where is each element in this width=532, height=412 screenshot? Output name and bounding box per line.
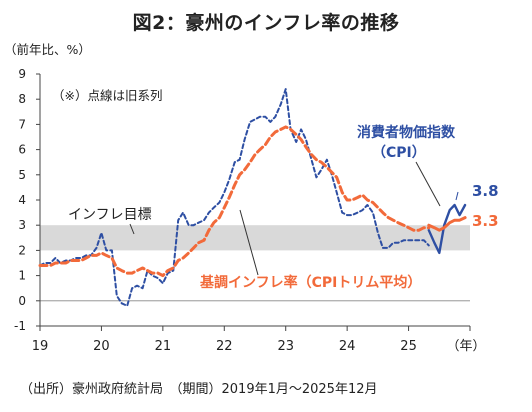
y-tick-label: 2 — [18, 243, 26, 257]
trim-label: 基調インフレ率（CPIトリム平均） — [200, 274, 421, 291]
x-tick-label: 21 — [155, 339, 172, 354]
x-tick-label: 20 — [93, 339, 110, 354]
chart-note: （※）点線は旧系列 — [52, 88, 162, 103]
x-unit-label: （年） — [446, 339, 485, 354]
target-leader — [129, 223, 135, 235]
y-unit-label: （前年比、%） — [4, 42, 91, 57]
y-tick-label: 8 — [18, 92, 26, 106]
series-line-3 — [427, 216, 467, 232]
target-band — [40, 225, 470, 251]
trim-end-value: 3.3 — [472, 212, 499, 230]
x-tick-label: 22 — [216, 339, 233, 354]
x-tick-label: 23 — [277, 339, 294, 354]
x-tick-label: 19 — [32, 339, 49, 354]
series-line-1 — [427, 203, 467, 255]
y-tick-label: 5 — [18, 168, 26, 182]
y-tick-label: 9 — [18, 67, 26, 81]
x-tick-label: 24 — [339, 339, 356, 354]
chart-title: 図2：豪州のインフレ率の推移 — [132, 12, 400, 34]
y-tick-label: 7 — [18, 117, 26, 131]
cpi-label-sub: （CPI） — [372, 145, 426, 161]
y-tick-label: 6 — [18, 143, 26, 157]
target-label: インフレ目標 — [68, 207, 152, 223]
cpi-end-leader — [455, 191, 459, 201]
source-note: （出所）豪州政府統計局 （期間）2019年1月〜2025年12月 — [20, 382, 378, 397]
y-tick-label: 0 — [18, 294, 26, 308]
y-tick-label: -1 — [14, 319, 26, 333]
series-line-2 — [38, 125, 431, 278]
x-tick-label: 25 — [400, 339, 417, 354]
cpi-label: 消費者物価指数 — [357, 124, 456, 141]
y-tick-label: 4 — [18, 193, 26, 207]
cpi-end-value: 3.8 — [472, 182, 499, 200]
trim-leader — [239, 209, 259, 276]
y-tick-label: 3 — [18, 218, 26, 232]
y-tick-label: 1 — [18, 269, 26, 283]
series-line-0 — [39, 88, 430, 307]
cpi-leader — [415, 161, 441, 207]
